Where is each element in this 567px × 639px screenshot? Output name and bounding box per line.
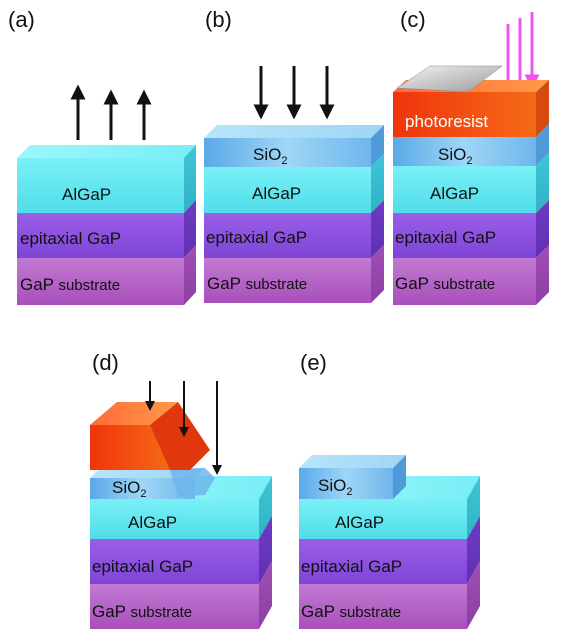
sio2-label: SiO2 (318, 476, 352, 498)
sio2-top-face (299, 455, 406, 468)
photomask (396, 65, 503, 93)
algap-layer (393, 166, 536, 213)
panel-a: (a) AlGaP epitaxial GaP GaP substrate (8, 7, 196, 305)
epi-label: epitaxial GaP (395, 228, 496, 247)
epi-gap-layer (17, 213, 184, 258)
epi-label: epitaxial GaP (92, 557, 193, 576)
panel-label-c: (c) (400, 7, 426, 32)
sio2-side (371, 125, 384, 167)
algap-side (371, 154, 384, 213)
epi-gap-layer (299, 539, 467, 584)
substrate-side (371, 245, 384, 303)
substrate-label: GaP substrate (395, 274, 495, 293)
algap-side (467, 476, 480, 539)
epi-gap-layer (90, 539, 259, 584)
panel-label-b: (b) (205, 7, 232, 32)
sio2-side (536, 124, 549, 166)
algap-top-face (17, 145, 196, 158)
algap-label: AlGaP (128, 513, 177, 532)
substrate-label: GaP substrate (301, 602, 401, 621)
sio2-label: SiO2 (112, 478, 146, 500)
epi-side (259, 516, 272, 584)
panel-label-e: (e) (300, 350, 327, 375)
algap-label: AlGaP (252, 184, 301, 203)
epi-side (467, 516, 480, 584)
epi-gap-layer (204, 213, 371, 258)
algap-label: AlGaP (430, 184, 479, 203)
substrate-side (536, 245, 549, 305)
photoresist-label: photoresist (405, 112, 488, 131)
gap-substrate-layer (204, 258, 371, 303)
algap-layer (90, 499, 259, 539)
photoresist-top-face (90, 402, 178, 425)
sio2-layer (90, 478, 195, 500)
epi-gap-layer (393, 213, 536, 258)
panel-label-a: (a) (8, 7, 35, 32)
photoresist-side (536, 80, 549, 137)
sio2-label: SiO2 (253, 145, 287, 167)
epi-side (536, 200, 549, 258)
sio2-layer (393, 137, 536, 166)
epi-label: epitaxial GaP (301, 557, 402, 576)
substrate-label: GaP substrate (207, 274, 307, 293)
algap-layer (17, 158, 184, 213)
algap-side (184, 145, 196, 213)
gap-substrate-layer (393, 258, 536, 305)
panel-e: (e) SiO2 AlGaP epitaxial GaP GaP substra… (299, 350, 480, 629)
sio2-layer (204, 138, 371, 167)
epi-label: epitaxial GaP (20, 229, 121, 248)
epi-side (184, 200, 196, 258)
epi-side (371, 200, 384, 258)
algap-side (259, 476, 272, 539)
sio2-label: SiO2 (438, 145, 472, 167)
algap-layer (204, 167, 371, 213)
algap-side (536, 153, 549, 213)
epi-label: epitaxial GaP (206, 228, 307, 247)
photoresist-layer (393, 92, 536, 137)
panel-c: (c) photoresist SiO2 AlGaP epitaxial GaP… (393, 7, 549, 305)
sio2-side (393, 455, 406, 499)
algap-layer (299, 499, 467, 539)
substrate-side (259, 561, 272, 629)
sio2-top-face (204, 125, 384, 138)
algap-label: AlGaP (62, 185, 111, 204)
gap-substrate-layer (299, 584, 467, 629)
gap-substrate-layer (90, 584, 259, 629)
substrate-side (467, 561, 480, 629)
sio2-etched-slope (170, 468, 215, 497)
sio2-layer (299, 468, 393, 499)
gap-substrate-layer (17, 258, 184, 305)
substrate-side (184, 245, 196, 305)
substrate-label: GaP substrate (20, 275, 120, 294)
panel-d: (d) SiO2 AlGaP epitaxial GaP GaP substra… (90, 350, 272, 629)
substrate-label: GaP substrate (92, 602, 192, 621)
panel-label-d: (d) (92, 350, 119, 375)
panel-b: (b) SiO2 AlGaP epitaxial GaP GaP substra… (204, 7, 384, 303)
algap-label: AlGaP (335, 513, 384, 532)
